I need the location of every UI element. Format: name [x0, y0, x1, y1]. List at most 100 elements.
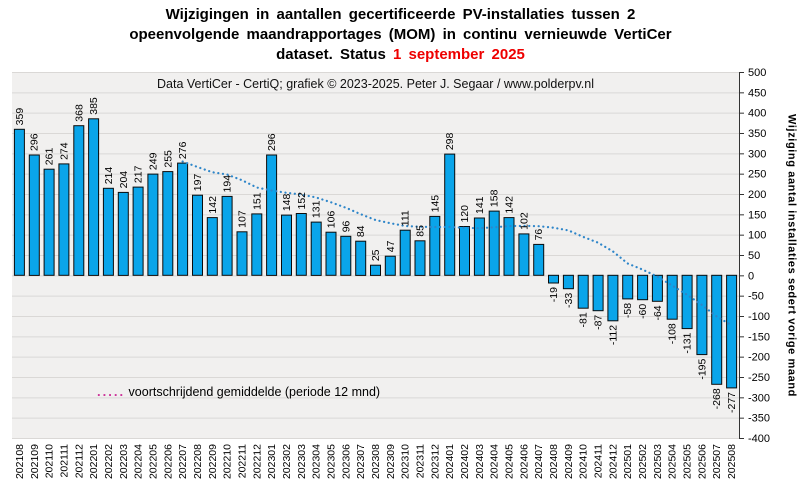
bar — [651, 274, 663, 302]
bar — [310, 221, 322, 276]
moving-average-legend: ..... voortschrijdend gemiddelde (period… — [97, 384, 380, 399]
bar-value-label: 359 — [14, 108, 26, 126]
x-axis-tick-label: 202508 — [726, 444, 738, 479]
x-axis-tick-label: 202402 — [459, 444, 471, 479]
bar — [681, 274, 693, 330]
x-axis-tick-label: 202304 — [311, 444, 323, 479]
bar — [221, 195, 233, 276]
bar-value-label: -33 — [563, 293, 575, 308]
x-axis-tick-label: 202301 — [266, 444, 278, 479]
title-line3: dataset. Status — [276, 46, 393, 63]
bar-value-label: 151 — [251, 192, 263, 210]
bar-value-label: 194 — [222, 175, 234, 193]
x-axis-tick-label: 202310 — [400, 444, 412, 479]
bar — [607, 274, 619, 322]
bar — [518, 233, 530, 276]
bar-value-label: 255 — [162, 150, 174, 168]
bar — [162, 171, 174, 276]
x-axis-tick-label: 202404 — [489, 444, 501, 479]
bar-value-label: 197 — [192, 174, 204, 192]
bar-value-label: -108 — [667, 323, 679, 344]
bar-value-label: -195 — [696, 358, 708, 379]
bar-value-label: -60 — [637, 304, 649, 319]
x-axis-tick-label: 202209 — [207, 444, 219, 479]
x-axis-tick-label: 202407 — [533, 444, 545, 479]
y-axis-tick-label: 500 — [748, 67, 766, 79]
bar — [73, 125, 85, 276]
y-axis-tick-label: -400 — [748, 433, 770, 445]
bar — [533, 243, 545, 276]
bar-value-label: 385 — [88, 97, 100, 115]
x-axis-tick-label: 202408 — [548, 444, 560, 479]
bar-value-label: 107 — [236, 210, 248, 228]
x-axis-tick-label: 202204 — [133, 444, 145, 479]
bar-value-label: 120 — [459, 205, 471, 223]
bar — [370, 264, 381, 276]
bar — [88, 118, 100, 276]
bar — [444, 153, 456, 276]
y-axis-tick-label: 450 — [748, 87, 766, 99]
bar — [577, 274, 589, 309]
bar-value-label: -19 — [548, 287, 560, 302]
bar — [206, 217, 218, 276]
title-line1: Wijzigingen in aantallen gecertificeerde… — [165, 6, 636, 23]
bar — [355, 240, 367, 276]
y-axis-tick-label: -250 — [748, 372, 770, 384]
x-axis-tick-label: 202501 — [622, 444, 634, 479]
bar-value-label: -64 — [652, 305, 664, 320]
x-axis-tick-label: 202206 — [162, 444, 174, 479]
x-axis-tick-label: 202212 — [251, 444, 263, 479]
x-axis-tick-label: 202506 — [696, 444, 708, 479]
bar-value-label: 158 — [489, 189, 501, 207]
bar-value-label: -268 — [711, 388, 723, 409]
bar-value-label: 111 — [400, 210, 412, 226]
x-axis-tick-label: 202403 — [474, 444, 486, 479]
y-axis-tick-label: 150 — [748, 209, 766, 221]
bar — [399, 229, 411, 276]
y-axis-tick-label: 350 — [748, 128, 766, 140]
bar — [266, 154, 278, 276]
y-axis-tick-label: 200 — [748, 189, 766, 201]
bar-value-label: 296 — [266, 133, 278, 151]
bar — [459, 226, 470, 276]
bar — [429, 215, 441, 276]
bar — [488, 210, 500, 276]
bar-value-label: -81 — [578, 312, 590, 327]
bar-value-label: 142 — [207, 196, 219, 214]
bar-value-label: 25 — [370, 249, 382, 261]
x-axis-tick-label: 202208 — [192, 444, 204, 479]
y-axis-tick-label: -50 — [748, 291, 764, 303]
bar-value-label: 85 — [415, 225, 427, 237]
bar — [473, 217, 485, 276]
x-axis-tick-label: 202309 — [385, 444, 397, 479]
x-axis-tick-label: 202307 — [355, 444, 367, 479]
y-axis-tick-label: 400 — [748, 108, 766, 120]
bar-value-label: -131 — [682, 332, 694, 353]
bar-value-label: 276 — [177, 141, 189, 159]
bar-value-label: 141 — [474, 196, 486, 214]
x-axis-tick-label: 202401 — [444, 444, 456, 479]
bar — [711, 274, 723, 385]
bar-value-label: -112 — [607, 325, 619, 345]
x-axis-tick-label: 202108 — [14, 444, 26, 479]
y-axis-title: Wijziging aantal installaties sedert vor… — [785, 113, 798, 397]
bar-value-label: 142 — [504, 196, 516, 214]
bar-value-label: 96 — [340, 220, 352, 232]
bar-value-label: 261 — [44, 148, 56, 166]
bar-value-label: 47 — [385, 240, 397, 252]
moving-average-line — [181, 160, 733, 327]
bar — [147, 173, 159, 276]
y-axis-tick-label: -350 — [748, 413, 770, 425]
bar-value-label: 204 — [118, 171, 130, 189]
bar-value-label: 148 — [281, 193, 293, 211]
x-axis-tick-label: 202311 — [415, 444, 427, 478]
bar-value-label: 131 — [311, 200, 323, 218]
bar — [548, 274, 559, 284]
bar-value-label: -58 — [622, 303, 634, 318]
bar — [562, 274, 574, 290]
bar-value-label: 145 — [429, 195, 441, 213]
x-axis-tick-label: 202302 — [281, 444, 293, 479]
y-axis-tick-label: 50 — [748, 250, 760, 262]
bar-value-label: 296 — [29, 133, 41, 151]
